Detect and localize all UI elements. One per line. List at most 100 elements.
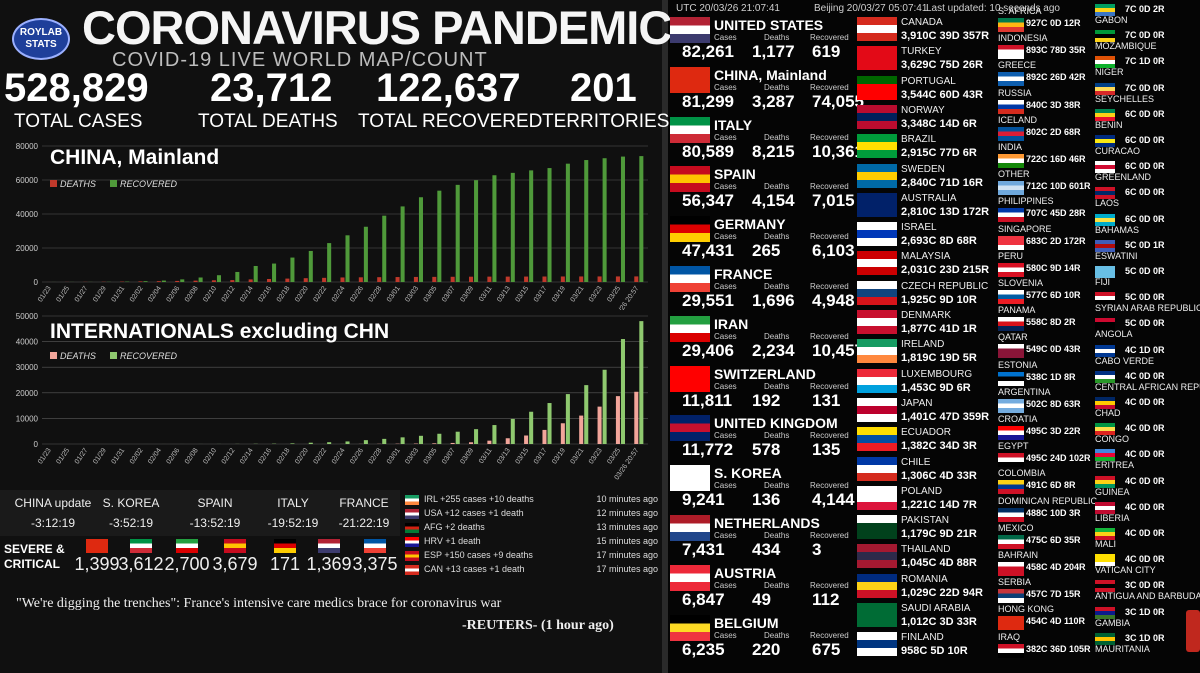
recovered-bar xyxy=(639,156,644,282)
roylab-logo: ROYLAB STATS xyxy=(12,18,70,60)
x-tick-label: 03/05 xyxy=(423,285,439,303)
flag-icon xyxy=(998,290,1024,304)
country-name: EGYPT xyxy=(998,441,1029,452)
flag-icon xyxy=(857,17,897,41)
flag-icon xyxy=(364,539,386,553)
country-name: AUSTRALIA xyxy=(901,192,957,204)
recovered-bar xyxy=(510,418,515,444)
death-bar xyxy=(156,281,161,282)
flag-icon xyxy=(670,216,710,243)
flag-icon xyxy=(670,266,710,292)
country-name: PANAMA xyxy=(998,305,1036,316)
country-stats: 488C 10D 3R xyxy=(1026,507,1081,518)
death-bar xyxy=(395,277,400,282)
flag-icon xyxy=(670,66,710,93)
country-name: DOMINICAN REPUBLIC xyxy=(998,495,1098,506)
territories-value: 201 xyxy=(570,66,637,110)
legend-recovered-label: RECOVERED xyxy=(120,351,178,361)
deaths-value: 1,177 xyxy=(752,42,795,61)
news-item: ESP +150 cases +9 deaths xyxy=(424,550,533,560)
x-tick-label: 02/24 xyxy=(331,285,347,303)
country-name: HONG KONG xyxy=(998,604,1055,615)
country-stats: 5C 0D 0R xyxy=(1125,292,1165,303)
country-stats: 4C 0D 0R xyxy=(1125,397,1165,407)
death-bar xyxy=(560,276,565,282)
country-stats: 4C 0D 0R xyxy=(1125,370,1165,381)
country-name: ROMANIA xyxy=(901,573,948,585)
country-name: CROATIA xyxy=(998,414,1038,424)
country-stats: 7C 0D 2R xyxy=(1125,4,1165,14)
x-tick-label: 02/02 xyxy=(129,447,145,465)
recovered-bar xyxy=(143,281,148,282)
death-bar xyxy=(432,276,437,282)
cases-label: Cases xyxy=(714,282,737,291)
death-bar xyxy=(469,442,474,444)
country-name: SEYCHELLES xyxy=(1095,93,1155,104)
deaths-value: 192 xyxy=(752,390,781,410)
update-country: FRANCE xyxy=(339,496,389,510)
flag-icon xyxy=(318,539,340,553)
country-stats: 1,029C 22D 94R xyxy=(901,586,983,599)
flag-icon xyxy=(1095,108,1115,121)
x-tick-label: 03/11 xyxy=(478,447,494,465)
country-name: INDIA xyxy=(998,142,1023,152)
death-bar xyxy=(524,276,529,282)
country-name: DENMARK xyxy=(901,310,952,321)
country-stats: 5C 0D 0R xyxy=(1125,266,1165,276)
recovered-label: Recovered xyxy=(810,381,849,391)
death-bar xyxy=(597,406,602,444)
recovered-bar xyxy=(437,190,442,282)
cases-label: Cases xyxy=(714,232,737,242)
country-name: PAKISTAN xyxy=(901,515,949,527)
flag-icon xyxy=(998,507,1024,522)
country-name: GERMANY xyxy=(714,216,786,233)
x-tick-label: 01/27 xyxy=(74,285,90,303)
flag-icon xyxy=(670,17,710,43)
x-tick-label: 03/23 xyxy=(588,285,604,303)
country-stats: 4C 0D 0R xyxy=(1125,475,1165,486)
news-time: 15 minutes ago xyxy=(596,536,658,546)
flag-icon xyxy=(998,99,1024,114)
country-name: S. AFRICA xyxy=(998,6,1042,16)
x-tick-label: 01/29 xyxy=(92,285,108,303)
news-headline[interactable]: "We're digging the trenches": France's i… xyxy=(16,596,502,611)
flag-icon xyxy=(1095,239,1115,252)
country-name: ESWATINI xyxy=(1095,250,1138,261)
x-tick-label: 02/10 xyxy=(202,447,218,465)
death-bar xyxy=(193,280,198,282)
flag-icon xyxy=(857,397,897,422)
recovered-bar xyxy=(363,440,368,444)
y-tick-label: 40000 xyxy=(16,338,39,347)
country-name: FIJI xyxy=(1095,277,1110,287)
cases-value: 9,241 xyxy=(682,490,725,510)
total-recovered-label: TOTAL RECOVERED xyxy=(358,111,543,132)
cases-value: 11,772 xyxy=(682,440,734,460)
flag-icon xyxy=(857,603,897,627)
flag-icon xyxy=(1095,318,1115,331)
scroll-button[interactable] xyxy=(1186,610,1200,652)
cases-label: Cases xyxy=(714,630,737,640)
country-stats: 840C 3D 38R xyxy=(1026,99,1081,110)
recovered-bar xyxy=(639,321,644,444)
x-tick-label: 02/06 xyxy=(166,447,182,465)
country-stats: 7C 0D 0R xyxy=(1125,82,1165,93)
x-tick-label: 03/17 xyxy=(533,447,549,465)
flag-icon xyxy=(1095,370,1115,383)
country-stats: 495C 24D 102R xyxy=(1026,453,1091,464)
country-name: UNITED KINGDOM xyxy=(714,415,838,432)
country-name: ERITREA xyxy=(1095,460,1135,471)
severe-label-line2: CRITICAL xyxy=(4,557,60,571)
legend-deaths-swatch xyxy=(50,352,57,359)
death-bar xyxy=(138,281,143,282)
flag-icon xyxy=(1095,423,1115,436)
flag-icon xyxy=(998,126,1024,141)
flag-icon xyxy=(857,632,897,657)
flag-icon xyxy=(857,222,897,247)
country-name: CURACAO xyxy=(1095,146,1141,156)
x-tick-label: 01/29 xyxy=(92,447,108,465)
cases-label: Cases xyxy=(714,381,737,391)
flag-icon xyxy=(405,509,419,519)
country-stats: 3C 1D 0R xyxy=(1125,606,1165,617)
legend-deaths-label: DEATHS xyxy=(60,351,96,361)
death-bar xyxy=(450,276,455,282)
